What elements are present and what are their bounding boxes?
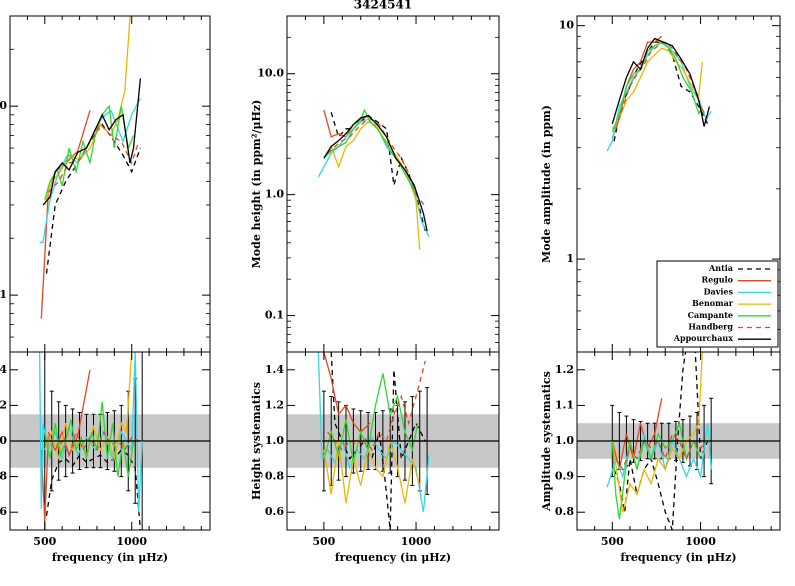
series-line-davies: [317, 118, 430, 237]
y-tick-label: 0.9: [555, 470, 574, 483]
plot-area: [10, 352, 210, 530]
y-tick-label: 1: [0, 288, 7, 301]
y-tick-label: 0.6: [265, 505, 284, 518]
panel-p1-top: 1 10: [0, 15, 211, 353]
plot-area: [577, 352, 780, 530]
plot-frame: [286, 15, 500, 353]
series-line-campante: [323, 373, 419, 463]
legend-label: Handberg: [688, 322, 733, 332]
series-line-antia: [330, 112, 426, 232]
y-tick-label: .0: [0, 434, 7, 447]
legend-label: Regulo: [701, 275, 733, 285]
series-line-benomar: [611, 352, 703, 513]
panel-p3-bot: 0.8 0.9 1.0 1.1 1.2 500 1000 frequency (in μHz)…: [540, 351, 781, 564]
y-tick-label: .6: [0, 505, 7, 518]
legend-item-appourchaux: Appourchaux: [673, 333, 771, 343]
y-axis-label: Mode amplitude (in ppm): [540, 105, 553, 263]
y-tick-label: 1.0: [265, 188, 284, 201]
legend-label: Campante: [688, 310, 733, 320]
series-line-appourchaux: [323, 114, 428, 232]
series-line-davies: [39, 97, 141, 244]
panel-p2-bot: 0.6 0.8 1.0 1.2 1.4 500 1000 frequency (in μHz)…: [250, 351, 500, 564]
y-tick-label: 1.2: [555, 363, 574, 376]
series-line-antia: [613, 41, 709, 142]
series-line-benomar: [611, 47, 703, 130]
y-axis-label: Mode height (in ppm²/μHz): [250, 100, 263, 269]
plot-area: [39, 16, 142, 319]
x-tick-label: 1000: [401, 535, 432, 548]
series-line-handberg: [47, 123, 140, 193]
x-tick-label: 1000: [116, 535, 147, 548]
series-line-antia: [45, 448, 142, 530]
plot-area: [287, 352, 499, 530]
series-line-handberg: [615, 432, 709, 471]
y-tick-label: 10.0: [257, 67, 284, 80]
series-line-antia: [45, 123, 142, 274]
x-axis-label: frequency (in μHz): [52, 551, 168, 564]
y-tick-label: 1.0: [265, 434, 284, 447]
series-line-appourchaux: [42, 78, 142, 206]
y-axis-label: Height systematics: [250, 382, 263, 500]
x-axis-label: frequency (in μHz): [620, 551, 736, 564]
legend-item-handberg: Handberg: [688, 322, 771, 332]
plot-frame: [9, 15, 211, 353]
series-line-davies: [606, 41, 712, 152]
series-line-davies: [317, 352, 430, 513]
legend-item-antia: Antia: [708, 263, 771, 273]
y-tick-label: 1.4: [265, 363, 284, 376]
x-tick-label: 500: [601, 535, 624, 548]
y-tick-label: 1.1: [555, 398, 574, 411]
y-tick-label: 1: [566, 252, 574, 265]
y-tick-label: .2: [0, 398, 7, 411]
y-tick-label: 1.0: [555, 434, 574, 447]
series-line-campante: [611, 41, 703, 133]
y-tick-label: 10: [559, 19, 575, 32]
series-line-campante: [611, 420, 702, 520]
panel-p1-bot: .6 .8 .0 .2 .4 500 1000 frequency (in μHz): [0, 351, 211, 564]
panel-p2-top: 0.1 1.0 10.0 Mode height (in ppm²/μHz): [250, 15, 500, 353]
series-line-regulo: [611, 35, 663, 139]
y-tick-label: 1.2: [265, 398, 284, 411]
legend-item-davies: Davies: [704, 286, 771, 296]
plot-area: [317, 108, 430, 250]
x-axis-label: frequency (in μHz): [335, 551, 451, 564]
legend-item-benomar: Benomar: [692, 298, 771, 308]
error-bar: [321, 390, 326, 492]
panel-p3-top: 1 10 Mode amplitude (in ppm): [540, 15, 781, 353]
series-line-handberg: [47, 430, 139, 457]
legend-label: Benomar: [692, 298, 734, 308]
y-tick-label: .8: [0, 470, 7, 483]
legend-item-campante: Campante: [688, 310, 771, 320]
plot-area: [606, 35, 712, 152]
y-tick-label: 0.8: [265, 470, 284, 483]
series-line-campante: [44, 401, 135, 477]
x-tick-label: 500: [312, 535, 335, 548]
y-tick-label: 0.1: [265, 309, 284, 322]
legend-label: Antia: [708, 263, 733, 273]
series-line-handberg: [327, 118, 426, 207]
y-tick-label: 0.8: [555, 505, 574, 518]
figure-title: 3424541: [354, 0, 412, 12]
legend-label: Appourchaux: [673, 333, 733, 343]
series-line-appourchaux: [611, 37, 711, 127]
legend-item-regulo: Regulo: [701, 275, 771, 285]
series-line-antia: [330, 352, 426, 530]
y-axis-label: Amplitude systematics: [540, 371, 553, 512]
series-line-campante: [44, 104, 135, 200]
x-tick-label: 1000: [685, 535, 716, 548]
series-line-handberg: [615, 41, 709, 130]
y-tick-label: .4: [0, 363, 7, 376]
x-tick-label: 500: [33, 535, 56, 548]
legend-label: Davies: [704, 286, 734, 296]
y-tick-label: 10: [0, 99, 7, 112]
